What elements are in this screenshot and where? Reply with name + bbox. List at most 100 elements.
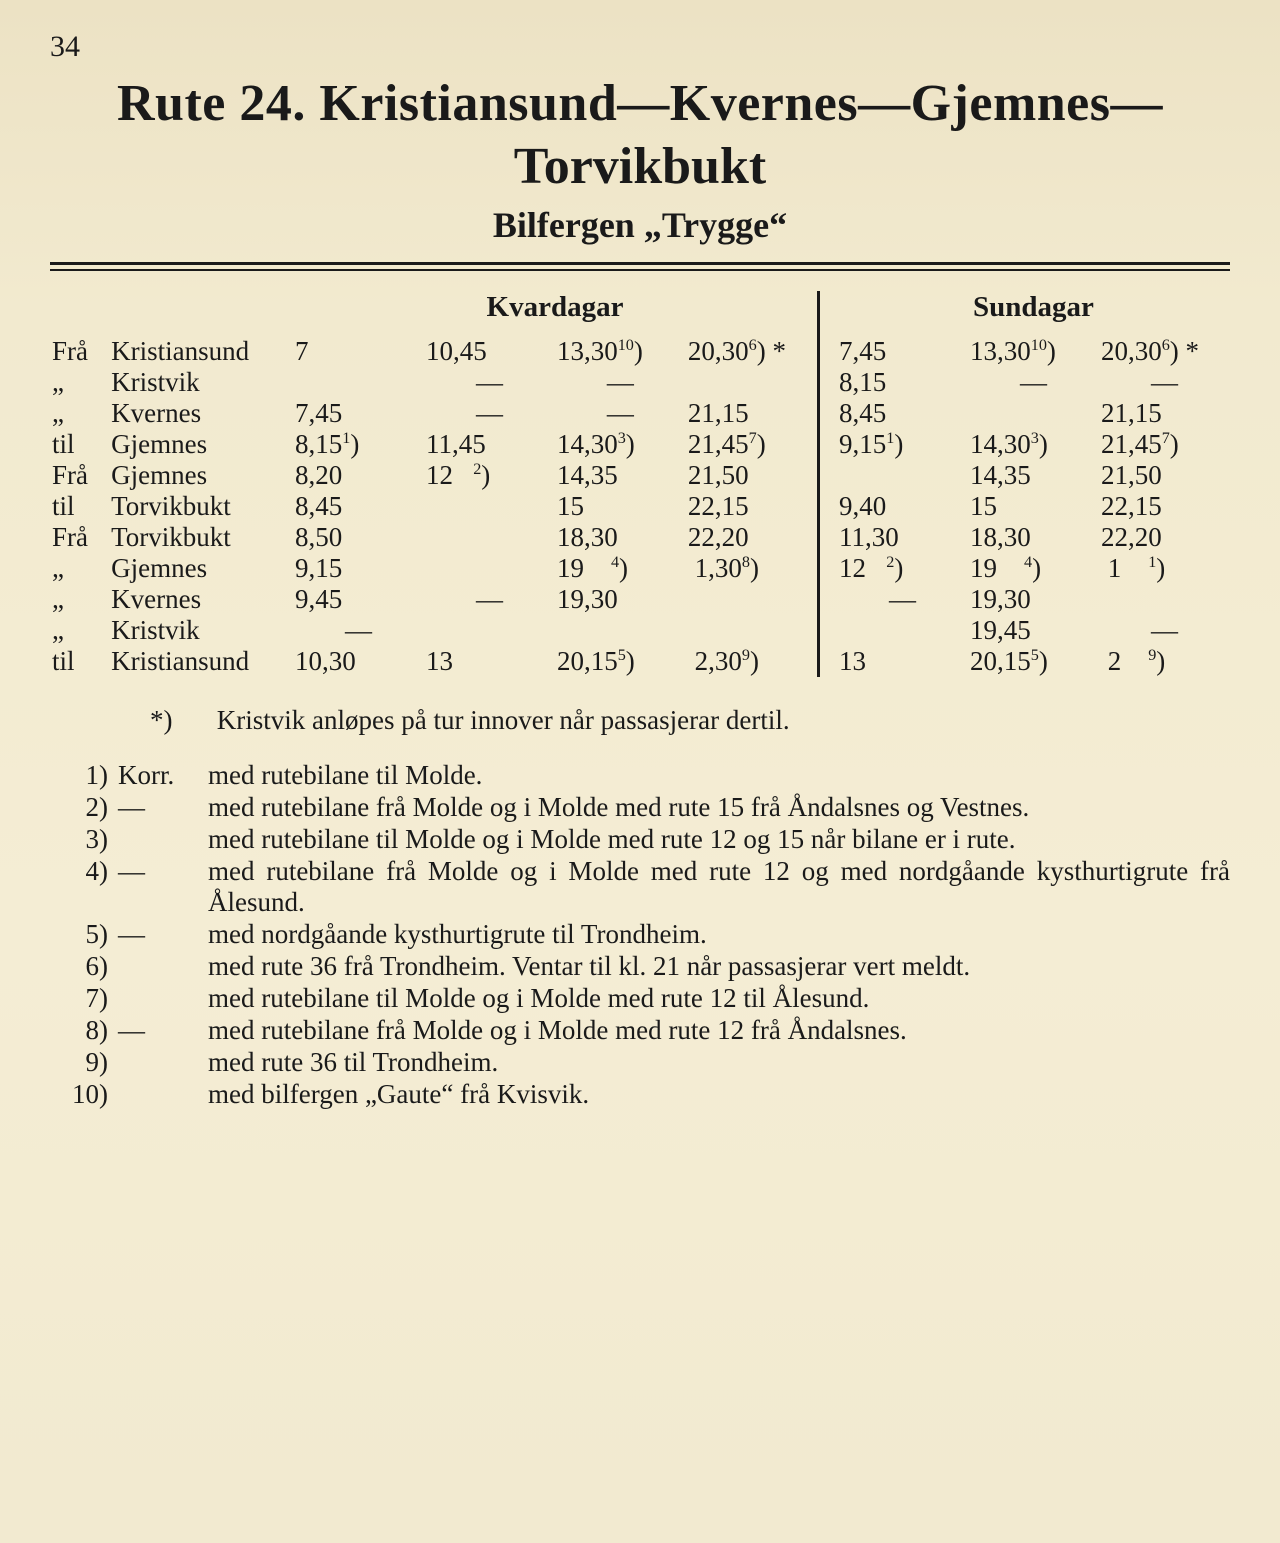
ferry-subtitle: Bilfergen „Trygge“ [50, 204, 1230, 246]
footnote-text: med rutebilane frå Molde og i Molde med … [208, 792, 1230, 824]
footnote-row: 4)—med rutebilane frå Molde og i Molde m… [50, 856, 1230, 920]
divider-rule [50, 262, 1230, 271]
table-row: FråTorvikbukt8,5018,3022,2011,3018,3022,… [50, 522, 1230, 553]
footnote-number: 2) [50, 792, 118, 824]
weekday-time: 18,30 [555, 522, 686, 553]
footnote-number: 9) [50, 1047, 118, 1079]
footnote-lead: — [118, 792, 208, 824]
row-prefix: Frå [50, 522, 109, 553]
footnote-lead: Korr. [118, 760, 208, 792]
footnote-text: med rutebilane frå Molde og i Molde med … [208, 1015, 1230, 1047]
asterisk-note: *) Kristvik anløpes på tur innover når p… [150, 705, 1230, 736]
row-prefix: til [50, 491, 109, 522]
row-prefix: „ [50, 367, 109, 398]
station-name: Gjemnes [109, 460, 293, 491]
footnote-text: med rutebilane til Molde og i Molde med … [208, 824, 1230, 856]
sunday-time: 9,151) [837, 429, 968, 460]
sundays-header: Sundagar [837, 291, 1230, 336]
weekday-time: 7,45 [293, 398, 424, 429]
row-prefix: Frå [50, 460, 109, 491]
footnote-row: 2)—med rutebilane frå Molde og i Molde m… [50, 792, 1230, 824]
weekday-time: 13 [424, 646, 555, 677]
footnote-number: 5) [50, 919, 118, 951]
weekday-time: 14,35 [555, 460, 686, 491]
sunday-time [1099, 584, 1230, 615]
footnote-text: med rutebilane frå Molde og i Molde med … [208, 856, 1230, 920]
sunday-time: 2 9) [1099, 646, 1230, 677]
weekday-time: 2,309) [686, 646, 819, 677]
station-name: Gjemnes [109, 553, 293, 584]
weekday-time: 8,45 [293, 491, 424, 522]
footnote-number: 8) [50, 1015, 118, 1047]
sunday-time: — [1099, 615, 1230, 646]
weekday-time [686, 367, 819, 398]
column-separator [819, 491, 837, 522]
weekday-time: — [424, 367, 555, 398]
weekday-time [424, 522, 555, 553]
sunday-time: 11,30 [837, 522, 968, 553]
footnote-number: 4) [50, 856, 118, 888]
weekday-time: 7 [293, 336, 424, 367]
sunday-time: 19 4) [968, 553, 1099, 584]
column-separator [819, 367, 837, 398]
footnote-number: 1) [50, 760, 118, 792]
weekday-time [686, 615, 819, 646]
footnote-text: med rutebilane til Molde. [208, 760, 1230, 792]
sunday-time: 9,40 [837, 491, 968, 522]
weekday-time [424, 615, 555, 646]
row-prefix: „ [50, 398, 109, 429]
station-name: Kvernes [109, 584, 293, 615]
sunday-time: 14,303) [968, 429, 1099, 460]
timetable-page: 34 Rute 24. Kristiansund—Kvernes—Gjemnes… [0, 0, 1280, 1543]
sunday-time: 19,45 [968, 615, 1099, 646]
sunday-time: 20,306) * [1099, 336, 1230, 367]
footnote-text: med bilfergen „Gaute“ frå Kvisvik. [208, 1079, 1230, 1111]
table-row: „Kvernes9,45—19,30—19,30 [50, 584, 1230, 615]
footnote-number: 3) [50, 824, 118, 856]
footnote-text: med rute 36 frå Trondheim. Ventar til kl… [208, 951, 1230, 983]
weekday-time [555, 615, 686, 646]
weekday-time: 21,457) [686, 429, 819, 460]
footnote-number: 10) [50, 1079, 118, 1111]
sunday-time: 21,15 [1099, 398, 1230, 429]
weekday-time: 22,15 [686, 491, 819, 522]
column-separator [819, 429, 837, 460]
table-row: FråKristiansund710,4513,3010)20,306) *7,… [50, 336, 1230, 367]
weekday-time: 1,308) [686, 553, 819, 584]
footnote-row: 1)Korr.med rutebilane til Molde. [50, 760, 1230, 792]
weekday-time: 21,50 [686, 460, 819, 491]
weekday-time: 20,306) * [686, 336, 819, 367]
column-separator [819, 522, 837, 553]
weekday-time [293, 367, 424, 398]
sunday-time [968, 398, 1099, 429]
weekday-time: 8,20 [293, 460, 424, 491]
sunday-time: — [837, 584, 968, 615]
footnote-number: 6) [50, 951, 118, 983]
sunday-time: 13,3010) [968, 336, 1099, 367]
footnote-row: 10) med bilfergen „Gaute“ frå Kvisvik. [50, 1079, 1230, 1111]
footnote-text: med nordgåande kysthurtigrute til Trondh… [208, 919, 1230, 951]
sunday-time: 8,45 [837, 398, 968, 429]
weekday-time: 8,50 [293, 522, 424, 553]
weekday-time: 10,45 [424, 336, 555, 367]
table-header-row: Kvardagar Sundagar [50, 291, 1230, 336]
station-name: Kristvik [109, 615, 293, 646]
footnotes-section: 1)Korr.med rutebilane til Molde.2)—med r… [50, 760, 1230, 1110]
column-separator [819, 646, 837, 677]
sunday-time: 22,15 [1099, 491, 1230, 522]
sunday-time [837, 460, 968, 491]
row-prefix: „ [50, 553, 109, 584]
footnote-row: 5)—med nordgåande kysthurtigrute til Tro… [50, 919, 1230, 951]
column-separator [819, 615, 837, 646]
footnote-lead: — [118, 919, 208, 951]
sunday-time: 19,30 [968, 584, 1099, 615]
weekday-time [686, 584, 819, 615]
footnote-row: 3) med rutebilane til Molde og i Molde me… [50, 824, 1230, 856]
table-row: tilTorvikbukt8,451522,159,401522,15 [50, 491, 1230, 522]
row-prefix: til [50, 429, 109, 460]
column-separator [819, 460, 837, 491]
table-row: „Kristvik——8,15—— [50, 367, 1230, 398]
footnote-row: 6) med rute 36 frå Trondheim. Ventar til … [50, 951, 1230, 983]
table-row: FråGjemnes8,2012 2)14,3521,5014,3521,50 [50, 460, 1230, 491]
sunday-time: 21,50 [1099, 460, 1230, 491]
